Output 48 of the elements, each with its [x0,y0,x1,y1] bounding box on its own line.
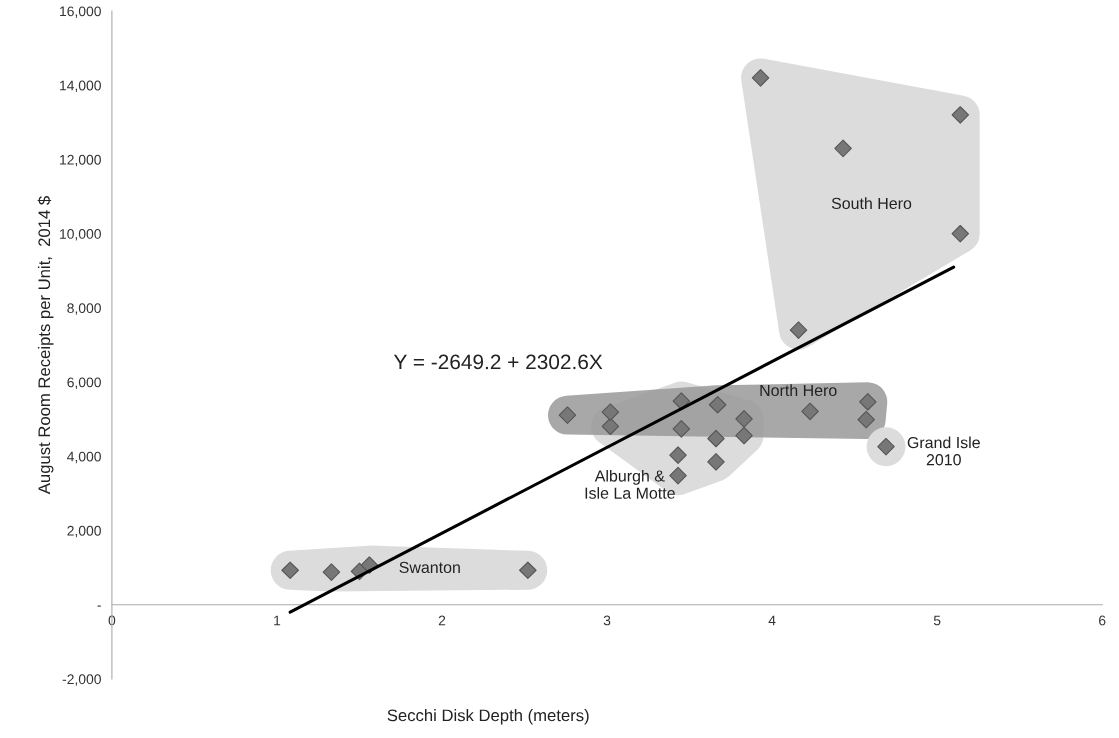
y-tick-label: 4,000 [67,451,101,464]
y-tick-label: -2,000 [62,674,101,686]
point [735,410,753,428]
y-tick-label: 12,000 [60,154,101,167]
point [601,403,620,421]
y-tick-label: 10,000 [60,229,101,241]
x-tick-label: 1 [274,615,281,626]
point [708,395,727,414]
point [951,106,970,124]
point [672,420,691,438]
point [519,561,537,580]
y-axis-title: August Room Receipts per Unit, 2014 $ [37,196,54,495]
point [751,69,770,87]
point [789,321,808,339]
point [707,429,725,448]
y-tick-label: 8,000 [67,303,101,315]
point [558,406,577,424]
y-tick-label: 2,000 [67,525,101,538]
point [834,139,852,158]
x-axis-title: Secchi Disk Depth (meters) [387,709,589,725]
annotation: Grand Isle 2010 [907,436,980,466]
point [601,417,620,436]
annotation: Y = -2649.2 + 2302.6X [393,354,603,370]
point [669,446,687,464]
point [322,563,341,581]
y-tick-label: 16,000 [60,6,101,18]
annotation: North Hero [760,384,837,397]
point [669,466,687,485]
point [735,426,753,445]
x-tick-label: 4 [768,615,776,626]
x-tick-label: 6 [1099,615,1106,626]
point [951,224,970,243]
point [707,453,725,471]
annotation: Swanton [399,561,460,574]
point [801,402,819,421]
point [672,392,691,410]
annotation: Alburgh & Isle La Motte [585,469,675,499]
y-tick-label: 6,000 [67,377,101,389]
point [281,561,299,580]
y-tick-label: 14,000 [60,80,101,93]
point [859,393,877,411]
x-tick-label: 3 [603,615,611,626]
point [857,410,875,429]
x-tick-label: 2 [438,615,446,626]
x-tick-label: 0 [108,615,116,626]
annotation: South Hero [831,197,912,210]
x-tick-label: 5 [933,615,941,626]
y-tick-label: - [97,605,101,607]
